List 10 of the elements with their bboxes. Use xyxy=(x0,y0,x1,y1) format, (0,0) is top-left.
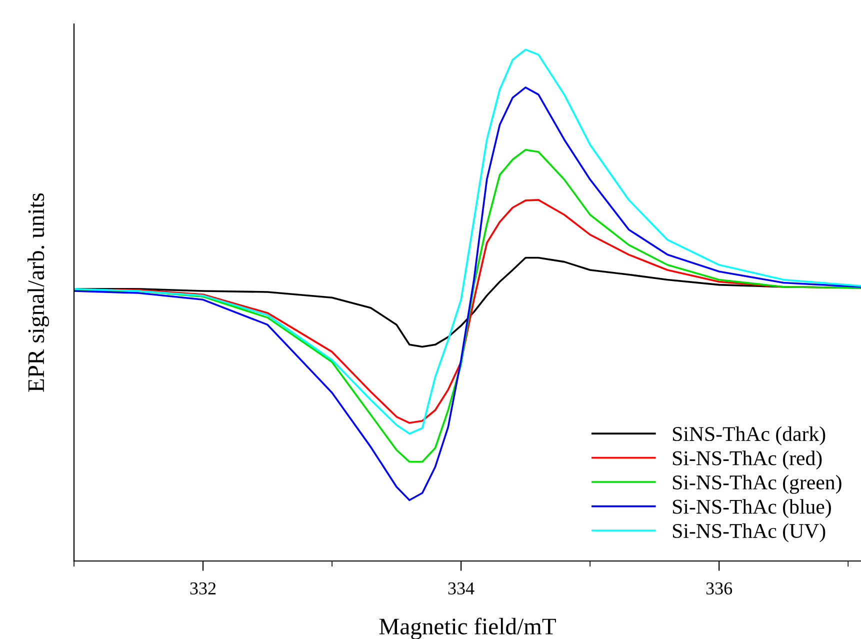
x-axis-title: Magnetic field/mT xyxy=(379,618,556,639)
legend-label: Si-NS-ThAc (red) xyxy=(672,450,822,470)
x-tick-label: 334 xyxy=(448,582,474,595)
x-tick-label: 332 xyxy=(190,582,216,595)
x-tick-label: 336 xyxy=(706,582,732,595)
legend-label: Si-NS-ThAc (UV) xyxy=(672,523,826,542)
legend-label: SiNS-ThAc (dark) xyxy=(672,426,826,446)
y-axis-title: EPR signal/arb. units xyxy=(28,193,49,392)
legend-label: Si-NS-ThAc (green) xyxy=(672,474,842,494)
legend-label: Si-NS-ThAc (blue) xyxy=(672,499,831,518)
